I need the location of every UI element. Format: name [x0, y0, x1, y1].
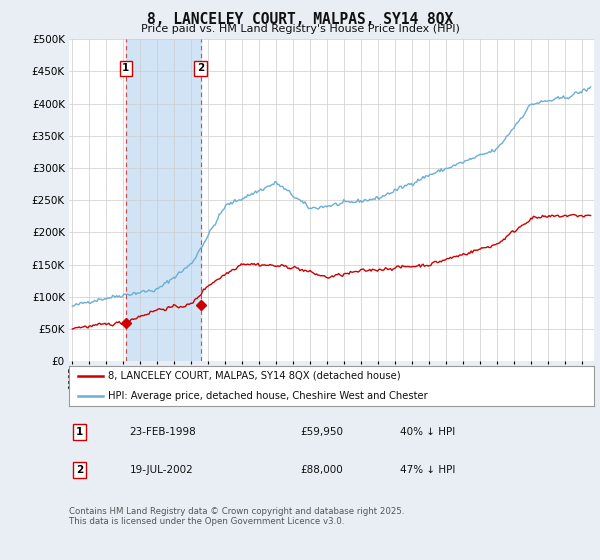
- Text: 8, LANCELEY COURT, MALPAS, SY14 8QX (detached house): 8, LANCELEY COURT, MALPAS, SY14 8QX (det…: [109, 371, 401, 381]
- Text: 1: 1: [76, 427, 83, 437]
- Text: 2: 2: [76, 465, 83, 475]
- Text: 8, LANCELEY COURT, MALPAS, SY14 8QX: 8, LANCELEY COURT, MALPAS, SY14 8QX: [147, 12, 453, 27]
- Text: 2: 2: [197, 63, 204, 73]
- Text: HPI: Average price, detached house, Cheshire West and Chester: HPI: Average price, detached house, Ches…: [109, 391, 428, 401]
- Text: 1: 1: [122, 63, 130, 73]
- Text: 19-JUL-2002: 19-JUL-2002: [130, 465, 193, 475]
- Text: £88,000: £88,000: [300, 465, 343, 475]
- Text: 47% ↓ HPI: 47% ↓ HPI: [400, 465, 455, 475]
- Text: Price paid vs. HM Land Registry's House Price Index (HPI): Price paid vs. HM Land Registry's House …: [140, 24, 460, 34]
- Text: 23-FEB-1998: 23-FEB-1998: [130, 427, 196, 437]
- Text: £59,950: £59,950: [300, 427, 343, 437]
- Text: 40% ↓ HPI: 40% ↓ HPI: [400, 427, 455, 437]
- Text: Contains HM Land Registry data © Crown copyright and database right 2025.
This d: Contains HM Land Registry data © Crown c…: [69, 507, 404, 526]
- Bar: [126, 39, 200, 361]
